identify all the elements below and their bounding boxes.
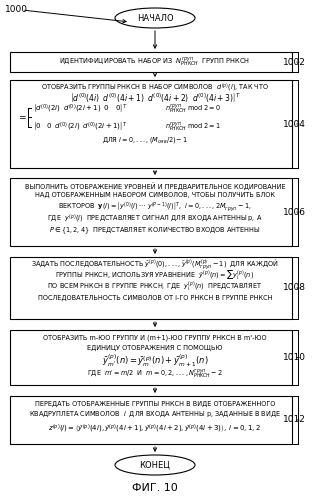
Text: ПЕРЕДАТЬ ОТОБРАЖЕННЫЕ ГРУППЫ РНКСН В ВИДЕ ОТОБРАЖЕННОГО: ПЕРЕДАТЬ ОТОБРАЖЕННЫЕ ГРУППЫ РНКСН В ВИД… [35, 401, 275, 407]
Text: $\left[d^{(0)}(2i)\;\;d^{(0)}(2i+1)\;\;0\quad0\right]^T$: $\left[d^{(0)}(2i)\;\;d^{(0)}(2i+1)\;\;0… [33, 103, 127, 115]
Text: 1000: 1000 [5, 5, 28, 14]
Ellipse shape [115, 8, 195, 28]
Text: $P\in\{1,2,4\}$  ПРЕДСТАВЛЯЕТ КОЛИЧЕСТВО ВХОДОВ АНТЕННЫ: $P\in\{1,2,4\}$ ПРЕДСТАВЛЯЕТ КОЛИЧЕСТВО … [49, 226, 261, 236]
Text: $\left[0\quad0\;\;d^{(0)}(2i)\;\;d^{(0)}(2i+1)\right]^T$: $\left[0\quad0\;\;d^{(0)}(2i)\;\;d^{(0)}… [33, 121, 127, 133]
Text: 1008: 1008 [283, 283, 306, 292]
Text: $\left[d^{(0)}(4i)\;\;d^{(0)}(4i+1)\;\;d^{(0)}(4i+2)\;\;d^{(0)}(4i+3)\right]^T$: $\left[d^{(0)}(4i)\;\;d^{(0)}(4i+1)\;\;d… [70, 91, 241, 105]
Text: ПО ВСЕМ РНКСН В ГРУППЕ РНКСН, ГДЕ  $y_i^{(p)}(n)$  ПРЕДСТАВЛЯЕТ: ПО ВСЕМ РНКСН В ГРУППЕ РНКСН, ГДЕ $y_i^{… [47, 280, 263, 294]
Text: ВЫПОЛНИТЬ ОТОБРАЖЕНИЕ УРОВНЕЙ И ПРЕДВАРИТЕЛЬНОЕ КОДИРОВАНИЕ: ВЫПОЛНИТЬ ОТОБРАЖЕНИЕ УРОВНЕЙ И ПРЕДВАРИ… [25, 182, 285, 190]
Text: $z^{(p)}(i)=\left(\bar{y}^{(p)}(4i),\bar{y}^{(p)}(4i+1),\bar{y}^{(p)}(4i+2),\bar: $z^{(p)}(i)=\left(\bar{y}^{(p)}(4i),\bar… [49, 422, 262, 436]
Text: НАЧАЛО: НАЧАЛО [137, 13, 173, 22]
Text: КВАДРУПЛЕТА СИМВОЛОВ  $i$  ДЛЯ ВХОДА АНТЕННЫ p, ЗАДАННЫЕ В ВИДЕ: КВАДРУПЛЕТА СИМВОЛОВ $i$ ДЛЯ ВХОДА АНТЕН… [29, 409, 281, 419]
Bar [10, 80, 292, 168]
Text: ЕДИНИЦУ ОТОБРАЖЕНИЯ С ПОМОЩЬЮ: ЕДИНИЦУ ОТОБРАЖЕНИЯ С ПОМОЩЬЮ [87, 345, 223, 351]
Text: 1012: 1012 [283, 416, 306, 425]
Text: 1004: 1004 [283, 119, 306, 129]
Text: $=$: $=$ [17, 112, 27, 121]
Ellipse shape [115, 455, 195, 475]
Text: ФИГ. 10: ФИГ. 10 [132, 483, 178, 493]
Text: ГДЕ  $y^{(p)}(i)$  ПРЕДСТАВЛЯЕТ СИГНАЛ ДЛЯ ВХОДА АНТЕННЫ p, А: ГДЕ $y^{(p)}(i)$ ПРЕДСТАВЛЯЕТ СИГНАЛ ДЛЯ… [47, 213, 263, 225]
Text: $\bar{y}_{m^{\prime}}^{(p)}(n)=\bar{y}_{m}^{(p)}(n)+\bar{y}_{m+1}^{(p)}(n)$: $\bar{y}_{m^{\prime}}^{(p)}(n)=\bar{y}_{… [102, 353, 208, 369]
Text: ВЕКТОРОВ  $\mathbf{y}(i)=\left[y^{(0)}(i)\;\cdots\;y^{(P-1)}(i)\right]^T$,  $i=0: ВЕКТОРОВ $\mathbf{y}(i)=\left[y^{(0)}(i)… [58, 200, 252, 214]
Text: ГРУППЫ РНКСН, ИСПОЛЬЗУЯ УРАВНЕНИЕ  $\bar{y}^{(p)}(n)=\sum y_i^{(p)}(n)$: ГРУППЫ РНКСН, ИСПОЛЬЗУЯ УРАВНЕНИЕ $\bar{… [56, 269, 255, 283]
Bar [10, 52, 292, 72]
Text: $n_{РНКСН}^{груп}\;\mathrm{mod}\;2=1$: $n_{РНКСН}^{груп}\;\mathrm{mod}\;2=1$ [165, 121, 221, 133]
Bar [10, 330, 292, 385]
Text: 1002: 1002 [283, 57, 306, 66]
Text: ДЛЯ $i=0,...,(M_{смв}/2)-1$: ДЛЯ $i=0,...,(M_{смв}/2)-1$ [102, 135, 188, 145]
Text: ОТОБРАЗИТЬ ГРУППЫ РНКСН В НАБОР СИМВОЛОВ  $d^{(p)}(i)$, ТАК ЧТО: ОТОБРАЗИТЬ ГРУППЫ РНКСН В НАБОР СИМВОЛОВ… [41, 82, 269, 94]
Text: ГДЕ  $m^{\prime}=m/2$  И  $m=0,2,...,N_{РНКСН}^{груп}-2$: ГДЕ $m^{\prime}=m/2$ И $m=0,2,...,N_{РНК… [87, 368, 223, 380]
Text: НАД ОТОБРАЖЕННЫМ НАБОРОМ СИМВОЛОВ, ЧТОБЫ ПОЛУЧИТЬ БЛОК: НАД ОТОБРАЖЕННЫМ НАБОРОМ СИМВОЛОВ, ЧТОБЫ… [35, 192, 275, 198]
Text: ПОСЛЕДОВАТЕЛЬНОСТЬ СИМВОЛОВ ОТ i-ГО РНКСН В ГРУППЕ РНКСН: ПОСЛЕДОВАТЕЛЬНОСТЬ СИМВОЛОВ ОТ i-ГО РНКС… [38, 295, 272, 301]
Bar [10, 257, 292, 319]
Text: 1010: 1010 [283, 353, 306, 362]
Bar [10, 178, 292, 246]
Text: $n_{РНКСН}^{груп}\;\mathrm{mod}\;2=0$: $n_{РНКСН}^{груп}\;\mathrm{mod}\;2=0$ [165, 103, 221, 115]
Text: ЗАДАТЬ ПОСЛЕДОВАТЕЛЬНОСТЬ $\bar{y}^{(p)}(0),...,\bar{y}^{(p)}(M_{груп}^{(p)}-1)$: ЗАДАТЬ ПОСЛЕДОВАТЕЛЬНОСТЬ $\bar{y}^{(p)}… [31, 258, 279, 272]
Text: 1006: 1006 [283, 208, 306, 217]
Bar [10, 396, 292, 444]
Text: КОНЕЦ: КОНЕЦ [140, 461, 171, 470]
Text: ОТОБРАЗИТЬ m-ЮО ГРУППУ И (m+1)-ЮО ГРУППУ РНКСН В m'-ЮО: ОТОБРАЗИТЬ m-ЮО ГРУППУ И (m+1)-ЮО ГРУППУ… [43, 335, 267, 341]
Text: ИДЕНТИФИЦИРОВАТЬ НАБОР ИЗ  $N_{РНКСН}^{груп}$  ГРУПП РНКСН: ИДЕНТИФИЦИРОВАТЬ НАБОР ИЗ $N_{РНКСН}^{гр… [59, 56, 251, 68]
